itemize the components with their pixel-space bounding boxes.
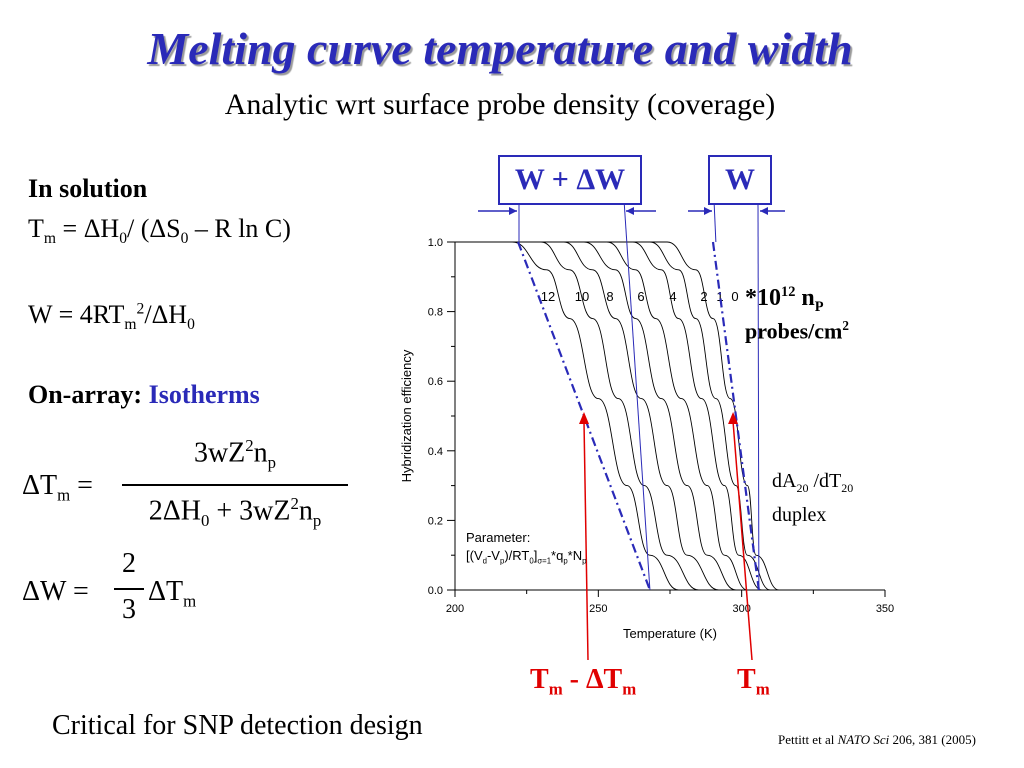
tm-arrow-head: [728, 412, 739, 424]
density-label: *1012 nP: [745, 284, 824, 315]
width-guide-line: [623, 199, 651, 591]
y-tick-label: 0.4: [428, 446, 443, 458]
tm-minus-delta-arrow-head: [579, 412, 589, 424]
parameter-formula: [(Vd-Vp)/RT0]σ=1*qp*Np: [466, 548, 587, 566]
melting-curve-12: [454, 241, 885, 591]
delta-w-lhs: ΔW =: [22, 576, 89, 607]
delta-w-denominator: 3: [122, 594, 136, 625]
slide-subtitle: Analytic wrt surface probe density (cove…: [224, 88, 776, 121]
tm-minus-delta-label: Tm - ΔTm: [530, 664, 637, 699]
width-box: W: [708, 155, 772, 205]
tangent-line: [517, 241, 651, 591]
footer-note: Critical for SNP detection design: [52, 710, 423, 741]
delta-tm-lhs: ΔTm =: [22, 470, 93, 505]
narrow-arrow-right-head: [760, 207, 768, 215]
width-solution-equation: W = 4RTm2/ΔH0: [28, 300, 195, 334]
delta-w-rhs: ΔTm: [148, 576, 197, 611]
curve-label: 12: [541, 289, 555, 304]
x-tick-label: 300: [732, 603, 750, 615]
parameter-label: Parameter:: [466, 530, 531, 545]
y-axis-label: Hybridization efficiency: [399, 349, 414, 482]
curve-label: 6: [637, 289, 644, 304]
x-tick-label: 200: [446, 603, 464, 615]
tangent-line: [711, 241, 760, 591]
fraction-bar: [122, 484, 348, 486]
y-tick-label: 0.0: [428, 585, 443, 597]
y-tick-label: 1.0: [428, 237, 443, 249]
width-plus-delta-box: W + ΔW: [498, 155, 642, 205]
width-guide-line: [713, 199, 717, 243]
curve-label: 2: [700, 289, 707, 304]
y-tick-label: 0.8: [428, 307, 443, 319]
on-array-heading: On-array: Isotherms: [28, 380, 260, 409]
y-tick-label: 0.6: [428, 376, 443, 388]
tm-label: Tm: [737, 664, 770, 699]
slide-title: Melting curve temperature and width: [147, 23, 853, 74]
curve-label: 8: [606, 289, 613, 304]
fraction-bar: [114, 588, 144, 590]
curve-label: 10: [575, 289, 589, 304]
x-tick-label: 350: [876, 603, 894, 615]
width-arrow-left-head: [509, 207, 517, 215]
density-units: probes/cm2: [745, 318, 849, 344]
duplex-derivative-label: dA20 /dT20: [772, 470, 854, 495]
delta-w-numerator: 2: [122, 548, 136, 579]
delta-tm-denominator: 2ΔH0 + 3wZ2np: [148, 494, 322, 530]
x-axis-label: Temperature (K): [623, 626, 717, 641]
width-arrow-right-head: [626, 207, 634, 215]
tm-minus-delta-arrow: [583, 421, 589, 661]
duplex-label: duplex: [772, 504, 827, 526]
curve-label: 0: [731, 289, 738, 304]
y-tick-label: 0.2: [428, 515, 443, 527]
tm-solution-equation: Tm = ΔH0/ (ΔS0 – R ln C): [28, 214, 291, 248]
width-guide-line: [757, 199, 760, 591]
delta-tm-numerator: 3wZ2np: [193, 436, 277, 472]
curve-label: 4: [669, 289, 676, 304]
melting-curve-10: [454, 241, 885, 591]
tm-arrow: [732, 421, 753, 661]
narrow-arrow-left-head: [704, 207, 712, 215]
x-tick-label: 250: [589, 603, 607, 615]
curve-label: 1: [716, 289, 723, 304]
in-solution-heading: In solution: [28, 174, 148, 203]
citation: Pettitt et al NATO Sci 206, 381 (2005): [778, 732, 976, 747]
